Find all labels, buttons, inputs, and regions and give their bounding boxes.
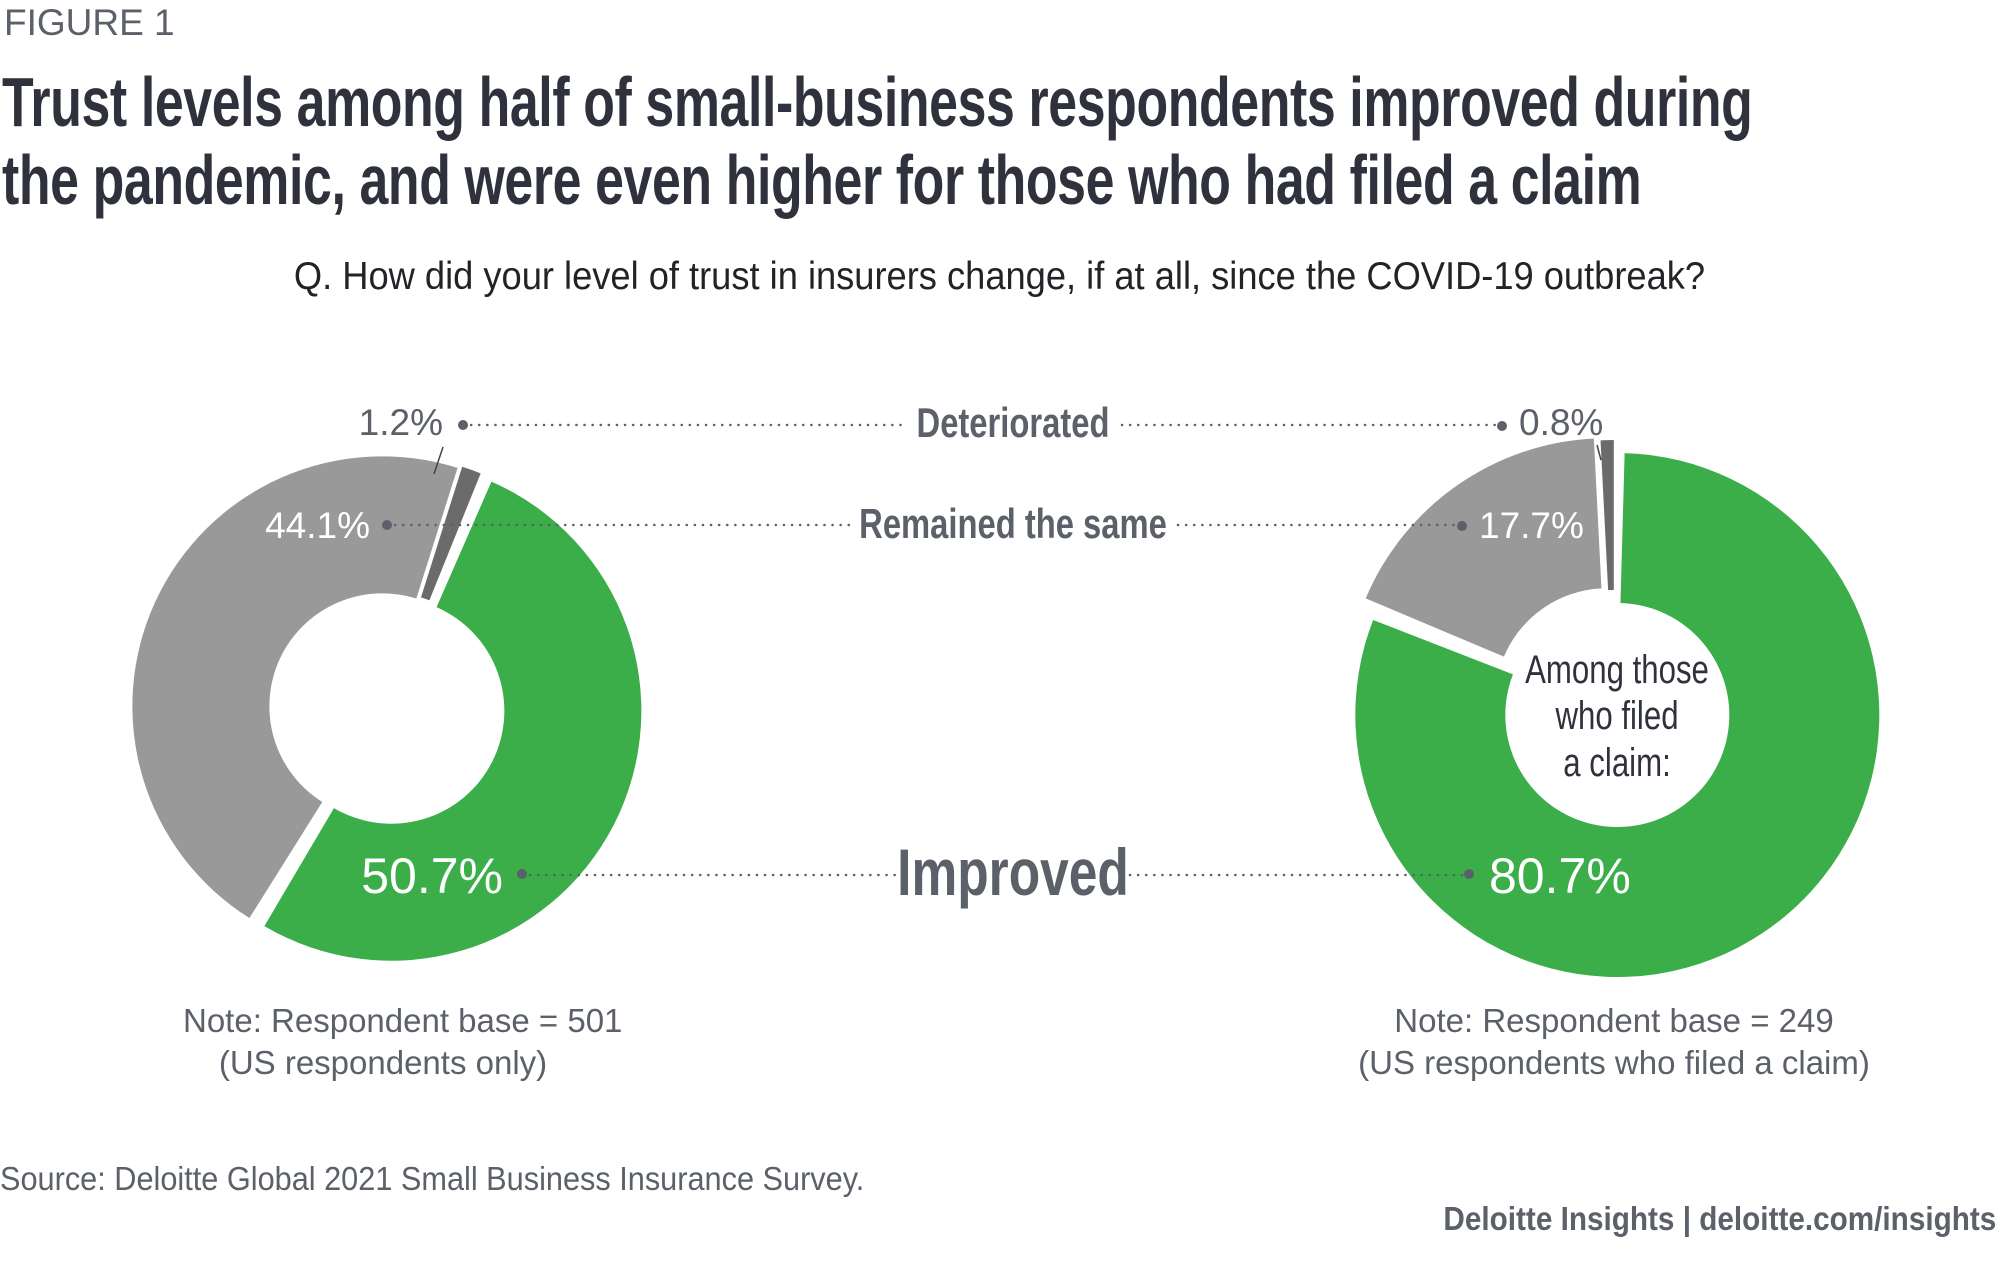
note-line: Note: Respondent base = 249 [1394, 1002, 1834, 1039]
category-label-remained: Remained the same [859, 500, 1167, 547]
source-note: Source: Deloitte Global 2021 Small Busin… [0, 1160, 865, 1197]
chart-title-line-1: Trust levels among half of small-busines… [2, 63, 1753, 141]
value-label-improved-claim: 80.7% [1489, 848, 1631, 904]
note-filed-claim: Note: Respondent base = 249 (US responde… [1314, 1000, 1914, 1084]
leader-dot-improved-right [1464, 869, 1474, 879]
center-note-line-3: a claim: [1563, 740, 1670, 785]
tick-deteriorated-right [1596, 444, 1602, 461]
slice-deteriorated-all [420, 466, 481, 601]
slice-remained-all [132, 456, 458, 919]
slice-improved-claim [1355, 453, 1880, 977]
note-line: (US respondents only) [218, 1044, 548, 1081]
figure-label: FIGURE 1 [4, 2, 175, 43]
leader-dot-deteriorated-right [1497, 421, 1507, 431]
leader-dot-remained-right [1457, 521, 1467, 531]
donut-filed-claim [1355, 438, 1880, 977]
chart-title-line-2: the pandemic, and were even higher for t… [2, 141, 1642, 219]
value-label-deteriorated-claim: 0.8% [1519, 402, 1603, 443]
leader-dot-improved-left [517, 869, 527, 879]
category-label-deteriorated: Deteriorated [917, 399, 1110, 446]
note-line: Note: Respondent base = 501 [183, 1002, 623, 1039]
note-line: (US respondents who filed a claim) [1358, 1044, 1870, 1081]
value-label-deteriorated-all: 1.2% [359, 402, 443, 443]
slice-deteriorated-claim [1600, 440, 1614, 591]
slice-improved-all [264, 481, 642, 961]
publisher-credit: Deloitte Insights | deloitte.com/insight… [1443, 1200, 1996, 1237]
value-label-improved-all: 50.7% [361, 848, 503, 904]
category-label-improved: Improved [897, 835, 1129, 910]
tick-deteriorated-left [433, 446, 444, 475]
note-all-respondents: Note: Respondent base = 501 (US responde… [183, 1000, 623, 1084]
leader-dot-remained-left [382, 520, 392, 530]
center-note-line-1: Among those [1525, 647, 1709, 692]
value-label-remained-claim: 17.7% [1479, 505, 1584, 546]
slice-remained-claim [1365, 438, 1602, 657]
survey-question: Q. How did your level of trust in insure… [293, 255, 1706, 298]
donut-all-respondents [132, 456, 642, 961]
value-label-remained-all: 44.1% [265, 505, 370, 546]
center-note-line-2: who filed [1555, 693, 1679, 738]
leader-dot-deteriorated-left [458, 420, 468, 430]
